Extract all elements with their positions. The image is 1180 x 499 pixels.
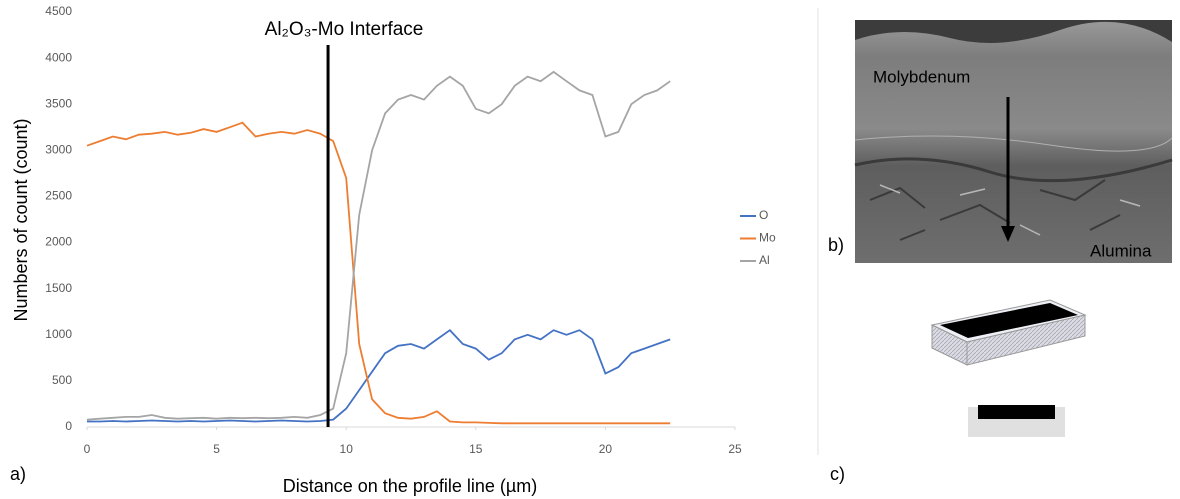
series-line bbox=[86, 70, 671, 421]
layer-label: Molybdenum bbox=[873, 67, 970, 86]
x-tick-label: 15 bbox=[469, 442, 483, 456]
annotation: Al₂O₃-Mo Interface bbox=[265, 19, 424, 40]
x-axis-title: Distance on the profile line (µm) bbox=[283, 476, 537, 496]
y-tick-label: 1000 bbox=[45, 327, 72, 341]
y-tick-label: 500 bbox=[52, 373, 72, 387]
legend-label: O bbox=[759, 208, 768, 222]
x-tick-label: 25 bbox=[728, 442, 742, 456]
y-tick-label: 2500 bbox=[45, 189, 72, 203]
x-tick-label: 0 bbox=[84, 442, 91, 456]
y-tick-label: 0 bbox=[65, 419, 72, 433]
y-tick-label: 4000 bbox=[45, 50, 72, 64]
sem-image: Molybdenum Alumina bbox=[854, 20, 1173, 263]
y-tick-label: 4500 bbox=[45, 4, 72, 18]
y-tick-label: 3500 bbox=[45, 96, 72, 110]
y-axis-title: Numbers of count (count) bbox=[11, 118, 31, 321]
series-line bbox=[86, 121, 671, 425]
y-tick-label: 1500 bbox=[45, 281, 72, 295]
y-tick-label: 3000 bbox=[45, 143, 72, 157]
legend-label: Al bbox=[759, 253, 770, 267]
legend-label: Mo bbox=[759, 231, 776, 245]
x-tick-label: 20 bbox=[599, 442, 613, 456]
x-tick-label: 10 bbox=[340, 442, 354, 456]
layer-label: Alumina bbox=[1090, 241, 1152, 260]
panel-label: a) bbox=[10, 464, 26, 484]
panel-label: b) bbox=[828, 235, 844, 255]
panel-label: c) bbox=[830, 464, 845, 484]
x-tick-label: 5 bbox=[213, 442, 220, 456]
series-line bbox=[87, 329, 671, 423]
schematic bbox=[930, 299, 1087, 437]
y-tick-label: 2000 bbox=[45, 235, 72, 249]
